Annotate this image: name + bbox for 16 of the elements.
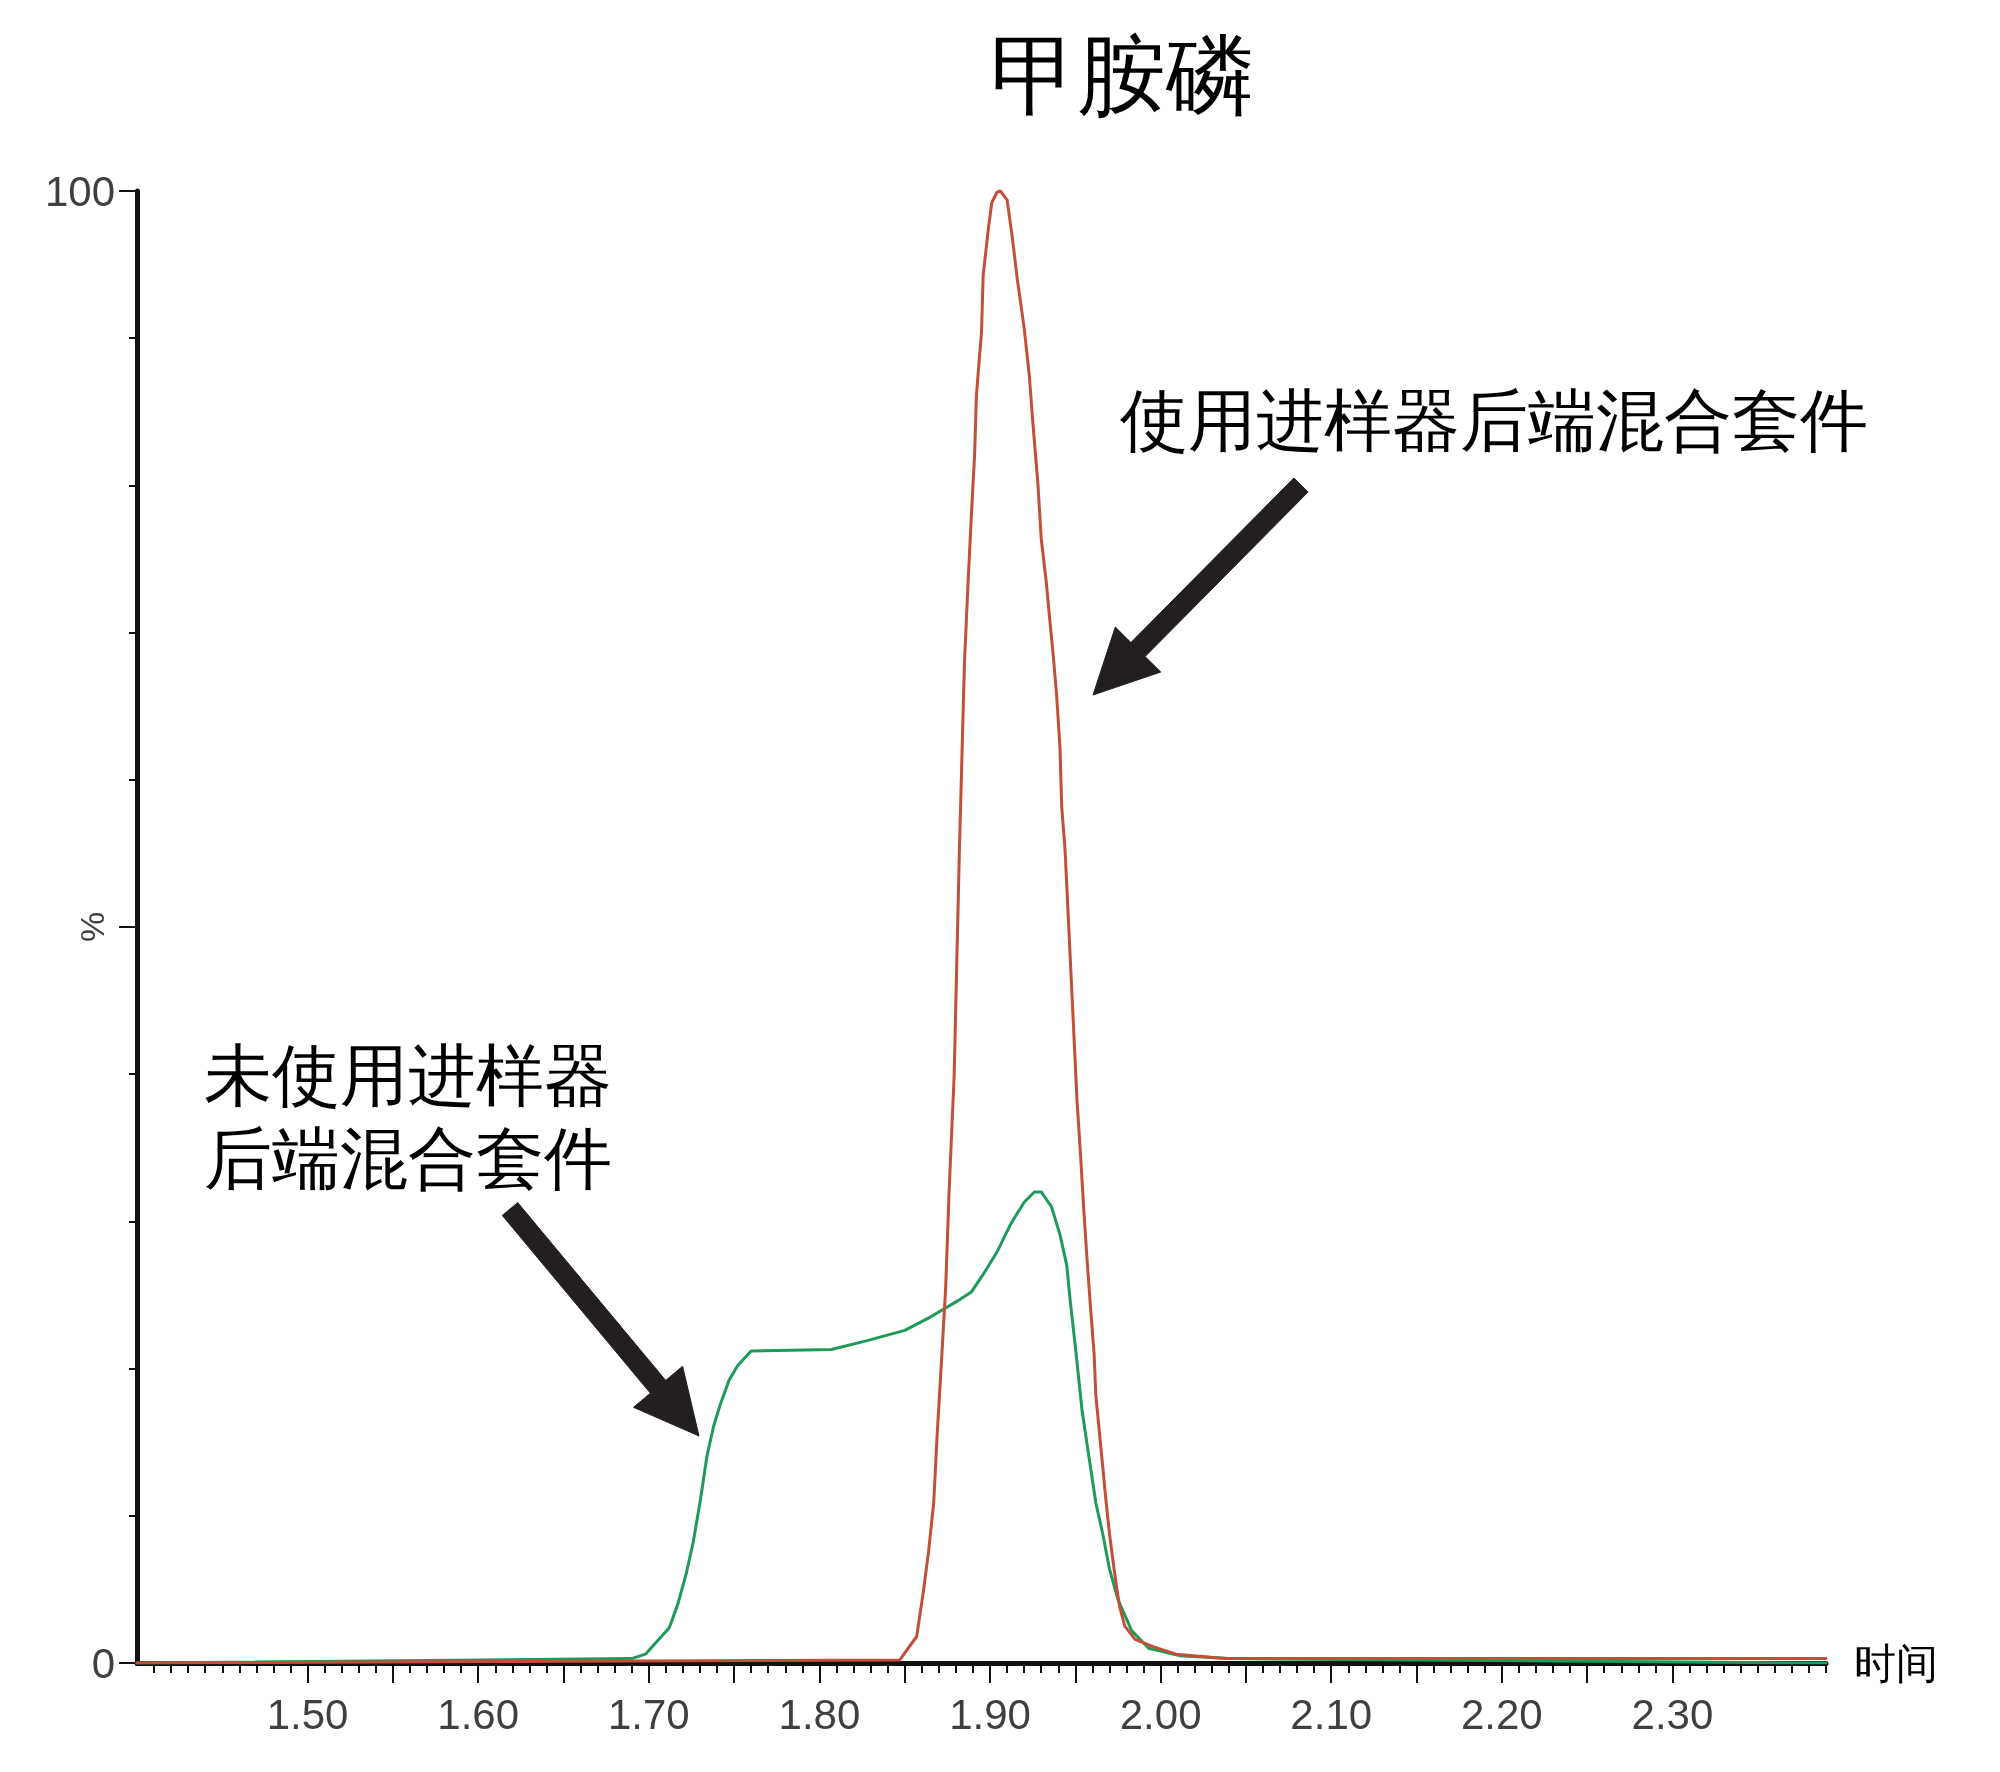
x-tick-label: 2.00: [1119, 1690, 1202, 1738]
y-tick-label: 0: [91, 1639, 115, 1687]
x-tick-label: 2.20: [1460, 1690, 1543, 1738]
x-tick-label: 1.90: [949, 1690, 1031, 1738]
chart-title: 甲胺磷: [990, 23, 1254, 127]
annotation: 未使用进样器后端混合套件: [204, 1036, 612, 1198]
y-axis-title: %: [73, 911, 111, 943]
x-axis-title: 时间: [1854, 1638, 1938, 1688]
x-tick-label: 1.50: [266, 1690, 349, 1738]
x-tick-label: 1.60: [437, 1690, 520, 1738]
x-tick-label: 1.70: [607, 1690, 690, 1738]
x-tick-label: 2.10: [1290, 1690, 1373, 1738]
x-tick-label: 1.80: [778, 1690, 861, 1738]
annotation: 使用进样器后端混合套件: [1120, 381, 1868, 460]
x-tick-label: 2.30: [1631, 1690, 1714, 1738]
y-tick-label: 100: [44, 167, 115, 215]
